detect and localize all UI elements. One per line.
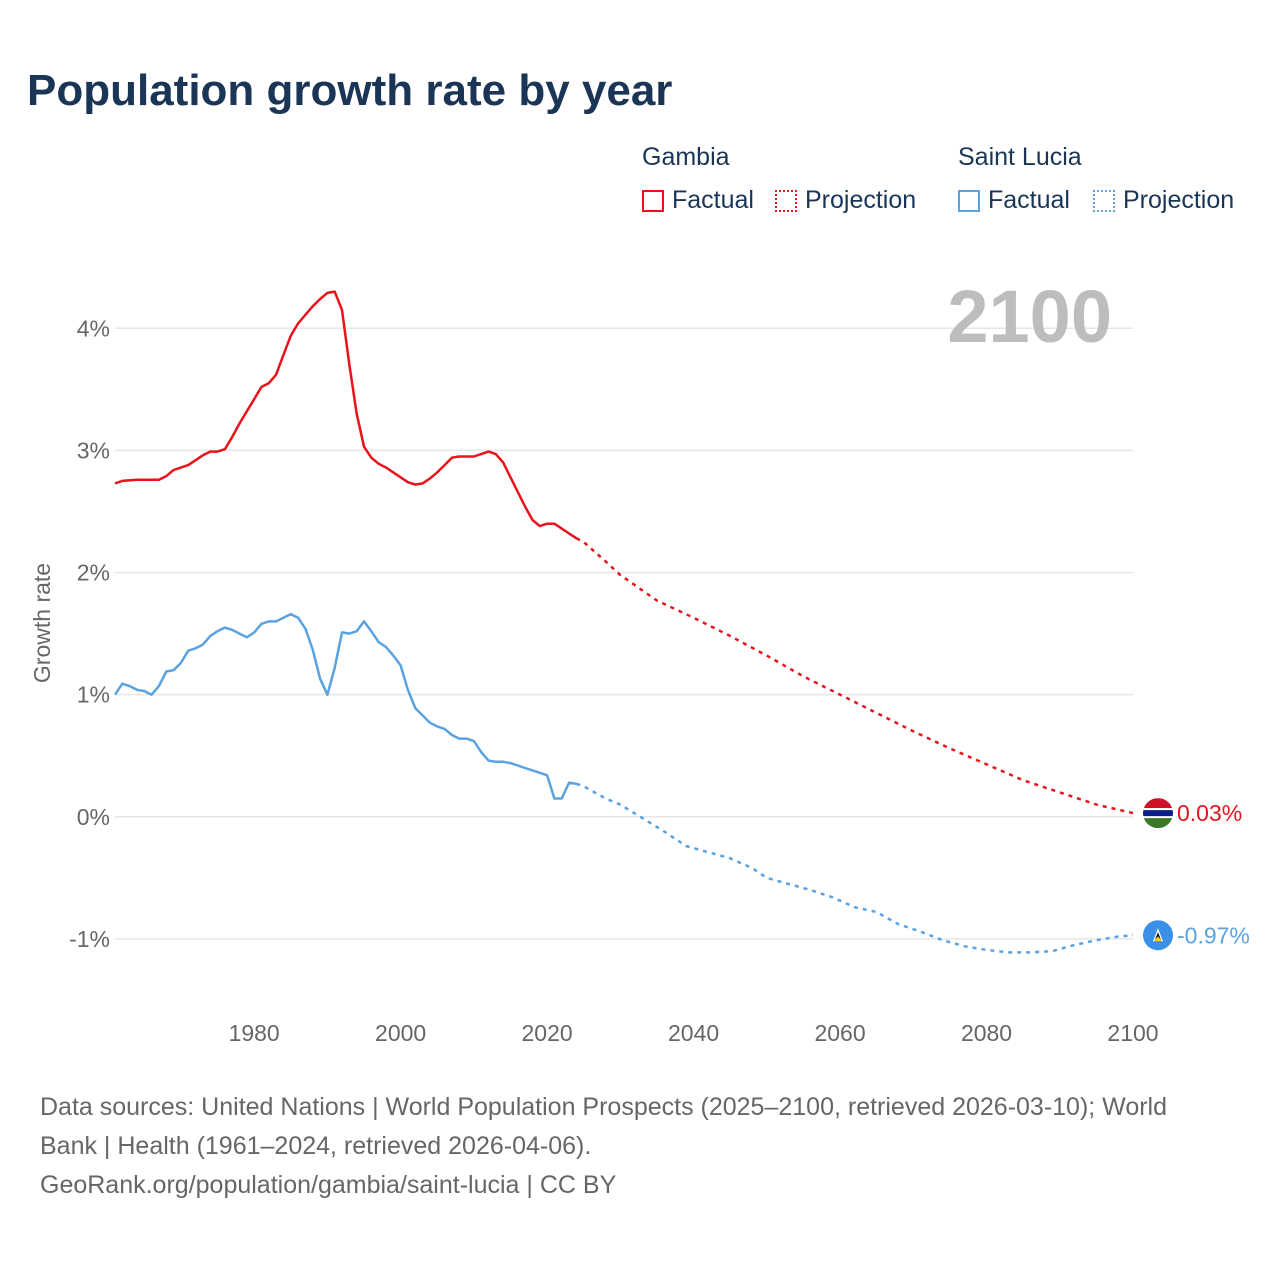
x-tick-label: 2040 <box>668 1020 719 1046</box>
y-tick-label: 3% <box>77 437 110 463</box>
legend-label: Factual <box>672 186 754 214</box>
legend-gambia: Gambia Factual Projection <box>642 143 942 223</box>
legend-swatch-solid-icon <box>642 189 664 212</box>
gambia-projection-line <box>575 537 1134 815</box>
x-tick-label: 2060 <box>814 1020 865 1046</box>
x-tick-label: 2100 <box>1107 1020 1158 1046</box>
x-tick-label: 1980 <box>229 1020 280 1046</box>
legend-label: Factual <box>988 186 1070 214</box>
x-tick-label: 2080 <box>961 1020 1012 1046</box>
flag-triangle-gold <box>1154 936 1162 942</box>
y-tick-label: 1% <box>77 682 110 708</box>
source-line-1: Data sources: United Nations | World Pop… <box>40 1093 1168 1121</box>
y-tick-label: 2% <box>77 560 110 586</box>
source-line-2: Bank | Health (1961–2024, retrieved 2026… <box>40 1132 592 1160</box>
x-axis-ticks: 1980 2000 2020 2040 2060 2080 2100 <box>229 1020 1159 1046</box>
x-tick-label: 2020 <box>522 1020 573 1046</box>
y-tick-label: -1% <box>69 926 110 952</box>
attribution-link[interactable]: GeoRank.org/population/gambia/saint-luci… <box>40 1171 617 1199</box>
saint-lucia-end-value: -0.97% <box>1177 922 1250 948</box>
y-axis-ticks: -1% 0% 1% 2% 3% 4% <box>69 315 110 952</box>
series-lines <box>113 290 1134 954</box>
legend-gambia-name: Gambia <box>642 143 730 171</box>
legend-saint-lucia-projection[interactable]: Projection <box>1093 186 1234 215</box>
saint-lucia-factual-line <box>113 612 577 800</box>
gridlines <box>115 327 1133 940</box>
legend-gambia-projection[interactable]: Projection <box>775 186 916 215</box>
legend-label: Projection <box>805 186 917 214</box>
legend-saint-lucia-name: Saint Lucia <box>958 143 1082 171</box>
gambia-end-value: 0.03% <box>1177 800 1242 826</box>
flag-stripe-blue <box>1143 810 1173 817</box>
footer: Data sources: United Nations | World Pop… <box>40 1088 1240 1205</box>
y-tick-label: 0% <box>77 804 110 830</box>
year-watermark: 2100 <box>947 275 1112 358</box>
flag-stripes <box>1143 798 1173 829</box>
saint-lucia-projection-line <box>575 782 1134 954</box>
legend-swatch-solid-icon <box>958 189 980 212</box>
legend-swatch-dotted-icon <box>775 189 797 212</box>
end-markers: 0.03% -0.97% <box>1143 798 1250 951</box>
legend-label: Projection <box>1123 186 1235 214</box>
legend-saint-lucia-factual[interactable]: Factual <box>958 186 1070 215</box>
saint-lucia-flag-icon <box>1143 920 1173 951</box>
flag-stripe-red <box>1143 798 1173 809</box>
legend-swatch-dotted-icon <box>1093 189 1115 212</box>
line-chart: 2100 -1% 0% 1% 2% 3% 4% 1980 2000 2020 2040 2060 2… <box>29 275 1250 1046</box>
gambia-flag-icon <box>1143 798 1173 829</box>
flag-stripe-green <box>1143 818 1173 829</box>
legend-saint-lucia: Saint Lucia Factual Projection <box>958 143 1258 223</box>
y-tick-label: 4% <box>77 315 110 341</box>
x-tick-label: 2000 <box>375 1020 426 1046</box>
legend-gambia-factual[interactable]: Factual <box>642 186 754 215</box>
gambia-factual-line <box>114 290 578 540</box>
y-axis-label: Growth rate <box>29 563 55 683</box>
chart-title: Population growth rate by year <box>27 66 673 115</box>
